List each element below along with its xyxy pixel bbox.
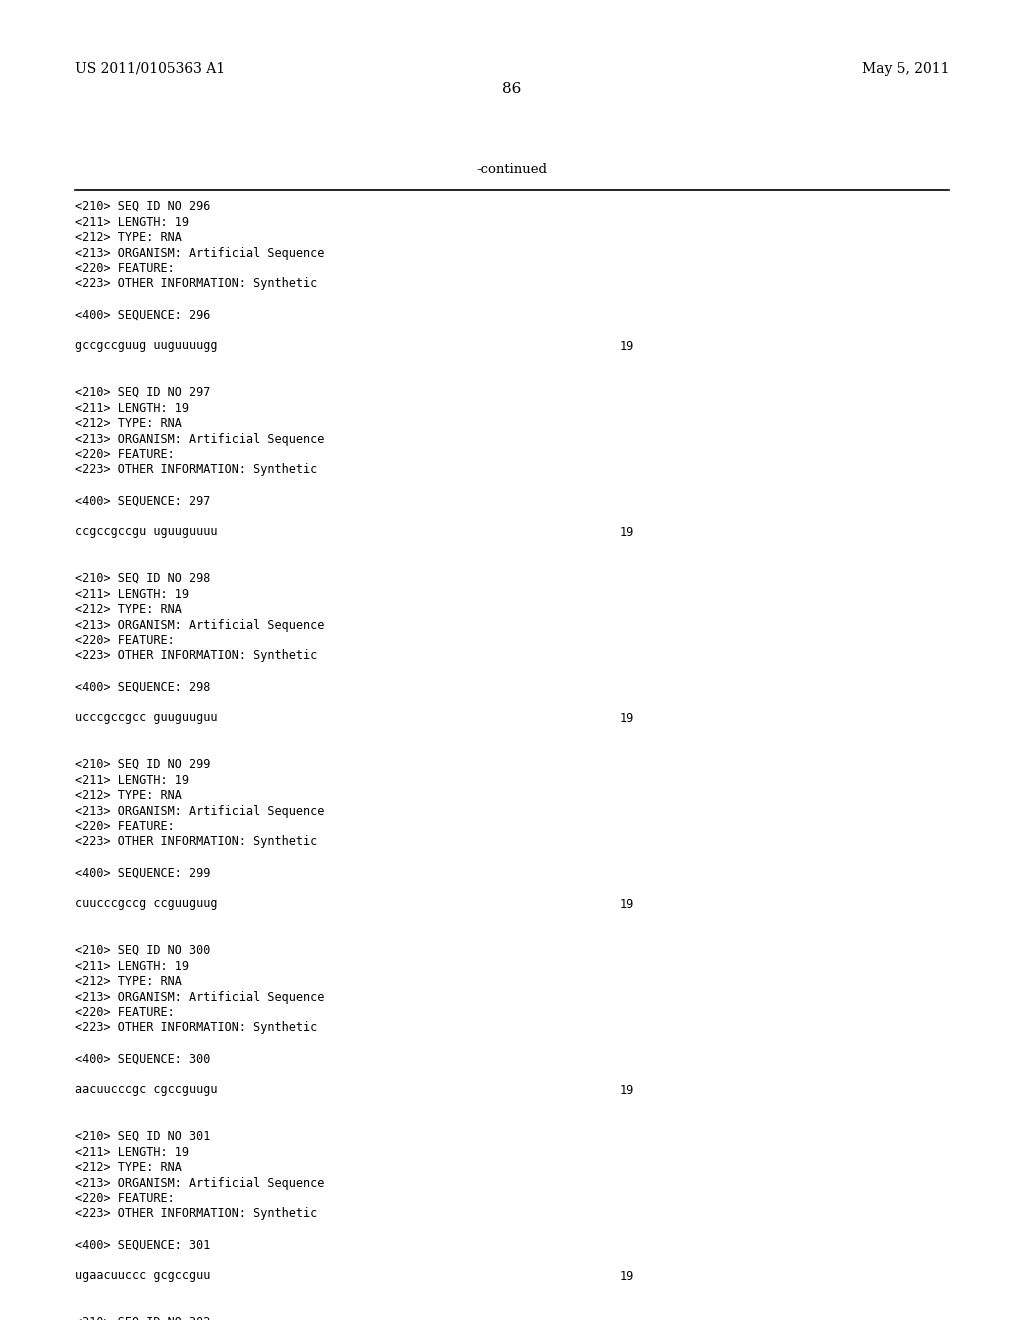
Text: 86: 86 (503, 82, 521, 96)
Text: 19: 19 (620, 1084, 634, 1097)
Text: ccgccgccgu uguuguuuu: ccgccgccgu uguuguuuu (75, 525, 217, 539)
Text: <211> LENGTH: 19: <211> LENGTH: 19 (75, 587, 189, 601)
Text: <400> SEQUENCE: 297: <400> SEQUENCE: 297 (75, 495, 210, 507)
Text: <220> FEATURE:: <220> FEATURE: (75, 1006, 175, 1019)
Text: <212> TYPE: RNA: <212> TYPE: RNA (75, 789, 182, 803)
Text: cuucccgccg ccguuguug: cuucccgccg ccguuguug (75, 898, 217, 911)
Text: <213> ORGANISM: Artificial Sequence: <213> ORGANISM: Artificial Sequence (75, 619, 325, 631)
Text: <212> TYPE: RNA: <212> TYPE: RNA (75, 1162, 182, 1173)
Text: <211> LENGTH: 19: <211> LENGTH: 19 (75, 960, 189, 973)
Text: <400> SEQUENCE: 298: <400> SEQUENCE: 298 (75, 681, 210, 693)
Text: <213> ORGANISM: Artificial Sequence: <213> ORGANISM: Artificial Sequence (75, 990, 325, 1003)
Text: <212> TYPE: RNA: <212> TYPE: RNA (75, 975, 182, 987)
Text: <211> LENGTH: 19: <211> LENGTH: 19 (75, 401, 189, 414)
Text: <212> TYPE: RNA: <212> TYPE: RNA (75, 231, 182, 244)
Text: <213> ORGANISM: Artificial Sequence: <213> ORGANISM: Artificial Sequence (75, 1176, 325, 1189)
Text: <211> LENGTH: 19: <211> LENGTH: 19 (75, 774, 189, 787)
Text: <213> ORGANISM: Artificial Sequence: <213> ORGANISM: Artificial Sequence (75, 433, 325, 446)
Text: <210> SEQ ID NO 297: <210> SEQ ID NO 297 (75, 385, 210, 399)
Text: -continued: -continued (476, 162, 548, 176)
Text: <223> OTHER INFORMATION: Synthetic: <223> OTHER INFORMATION: Synthetic (75, 463, 317, 477)
Text: <223> OTHER INFORMATION: Synthetic: <223> OTHER INFORMATION: Synthetic (75, 1208, 317, 1221)
Text: <213> ORGANISM: Artificial Sequence: <213> ORGANISM: Artificial Sequence (75, 247, 325, 260)
Text: <211> LENGTH: 19: <211> LENGTH: 19 (75, 215, 189, 228)
Text: <220> FEATURE:: <220> FEATURE: (75, 820, 175, 833)
Text: <220> FEATURE:: <220> FEATURE: (75, 447, 175, 461)
Text: <212> TYPE: RNA: <212> TYPE: RNA (75, 417, 182, 430)
Text: <210> SEQ ID NO 301: <210> SEQ ID NO 301 (75, 1130, 210, 1143)
Text: <210> SEQ ID NO 298: <210> SEQ ID NO 298 (75, 572, 210, 585)
Text: <213> ORGANISM: Artificial Sequence: <213> ORGANISM: Artificial Sequence (75, 804, 325, 817)
Text: <223> OTHER INFORMATION: Synthetic: <223> OTHER INFORMATION: Synthetic (75, 836, 317, 849)
Text: <210> SEQ ID NO 299: <210> SEQ ID NO 299 (75, 758, 210, 771)
Text: <220> FEATURE:: <220> FEATURE: (75, 261, 175, 275)
Text: US 2011/0105363 A1: US 2011/0105363 A1 (75, 62, 225, 77)
Text: aacuucccgc cgccguugu: aacuucccgc cgccguugu (75, 1084, 217, 1097)
Text: May 5, 2011: May 5, 2011 (861, 62, 949, 77)
Text: gccgccguug uuguuuugg: gccgccguug uuguuuugg (75, 339, 217, 352)
Text: <212> TYPE: RNA: <212> TYPE: RNA (75, 603, 182, 616)
Text: <210> SEQ ID NO 300: <210> SEQ ID NO 300 (75, 944, 210, 957)
Text: ucccgccgcc guuguuguu: ucccgccgcc guuguuguu (75, 711, 217, 725)
Text: ugaacuuccc gcgccguu: ugaacuuccc gcgccguu (75, 1270, 210, 1283)
Text: 19: 19 (620, 711, 634, 725)
Text: 19: 19 (620, 898, 634, 911)
Text: 19: 19 (620, 339, 634, 352)
Text: <220> FEATURE:: <220> FEATURE: (75, 634, 175, 647)
Text: <210> SEQ ID NO 302: <210> SEQ ID NO 302 (75, 1316, 210, 1320)
Text: <223> OTHER INFORMATION: Synthetic: <223> OTHER INFORMATION: Synthetic (75, 649, 317, 663)
Text: <400> SEQUENCE: 299: <400> SEQUENCE: 299 (75, 866, 210, 879)
Text: <211> LENGTH: 19: <211> LENGTH: 19 (75, 1146, 189, 1159)
Text: <400> SEQUENCE: 301: <400> SEQUENCE: 301 (75, 1238, 210, 1251)
Text: <220> FEATURE:: <220> FEATURE: (75, 1192, 175, 1205)
Text: 19: 19 (620, 1270, 634, 1283)
Text: <223> OTHER INFORMATION: Synthetic: <223> OTHER INFORMATION: Synthetic (75, 1022, 317, 1035)
Text: <400> SEQUENCE: 296: <400> SEQUENCE: 296 (75, 309, 210, 322)
Text: 19: 19 (620, 525, 634, 539)
Text: <223> OTHER INFORMATION: Synthetic: <223> OTHER INFORMATION: Synthetic (75, 277, 317, 290)
Text: <210> SEQ ID NO 296: <210> SEQ ID NO 296 (75, 201, 210, 213)
Text: <400> SEQUENCE: 300: <400> SEQUENCE: 300 (75, 1052, 210, 1065)
